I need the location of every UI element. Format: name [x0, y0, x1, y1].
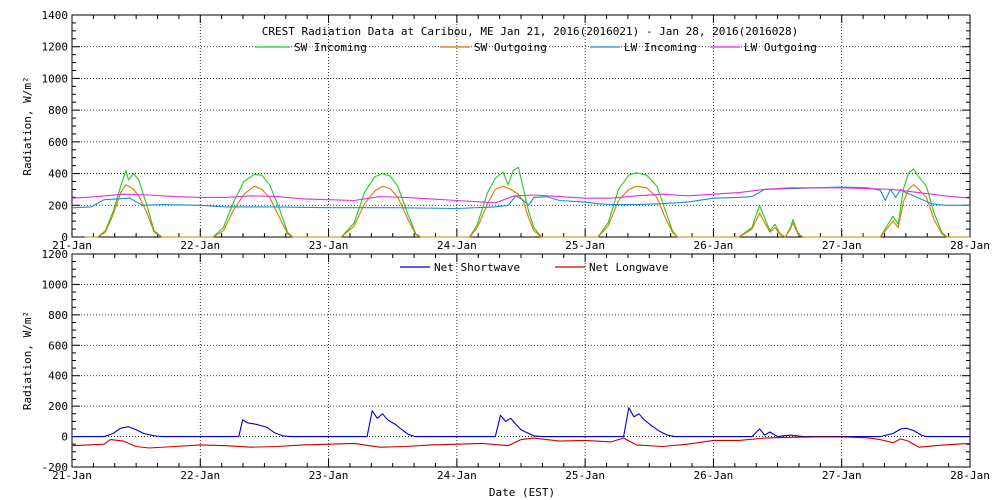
- x-tick-label: 23-Jan: [309, 239, 349, 252]
- y-tick-label: 0: [61, 231, 68, 244]
- x-tick-label: 23-Jan: [309, 469, 349, 482]
- x-tick-label: 22-Jan: [180, 239, 220, 252]
- y-tick-label: 400: [48, 168, 68, 181]
- legend-label: LW Incoming: [624, 41, 697, 54]
- x-axis-label: Date (EST): [489, 486, 555, 499]
- x-tick-label: 24-Jan: [437, 469, 477, 482]
- legend-label: Net Shortwave: [434, 261, 520, 274]
- x-tick-label: 28-Jan: [950, 239, 990, 252]
- x-tick-label: 28-Jan: [950, 469, 990, 482]
- legend-label: Net Longwave: [589, 261, 668, 274]
- series-line-sw-outgoing: [84, 184, 970, 238]
- y-tick-label: 0: [61, 431, 68, 444]
- x-tick-label: 24-Jan: [437, 239, 477, 252]
- series-line-lw-outgoing: [71, 187, 971, 204]
- plot-frame-2: [71, 253, 971, 468]
- x-tick-label: 27-Jan: [822, 239, 862, 252]
- y-tick-label: 600: [48, 339, 68, 352]
- legend-label: SW Incoming: [294, 41, 367, 54]
- x-tick-label: 25-Jan: [565, 469, 605, 482]
- y-tick-label: 1200: [42, 41, 69, 54]
- y-tick-label: 800: [48, 309, 68, 322]
- y-tick-label: -200: [42, 461, 69, 474]
- x-tick-label: 21-Jan: [52, 469, 92, 482]
- series-line-lw-incoming: [71, 186, 970, 210]
- y-tick-label: 1000: [42, 72, 69, 85]
- x-tick-label: 26-Jan: [694, 239, 734, 252]
- y-tick-label: 200: [48, 400, 68, 413]
- x-tick-label: 26-Jan: [694, 469, 734, 482]
- series-line-net-longwave: [71, 436, 971, 449]
- y-tick-label: 800: [48, 104, 68, 117]
- legend-label: SW Outgoing: [474, 41, 547, 54]
- y-tick-label: 600: [48, 136, 68, 149]
- x-tick-label: 22-Jan: [180, 469, 220, 482]
- x-tick-label: 21-Jan: [52, 239, 92, 252]
- x-tick-label: 25-Jan: [565, 239, 605, 252]
- y-tick-label: 1200: [42, 248, 69, 261]
- y-tick-label: 1400: [42, 9, 69, 22]
- y-tick-label: 1000: [42, 278, 69, 291]
- x-tick-label: 27-Jan: [822, 469, 862, 482]
- y-tick-label: 200: [48, 199, 68, 212]
- series-line-net-shortwave: [72, 407, 970, 438]
- y-tick-label: 400: [48, 370, 68, 383]
- series-line-sw-incoming: [84, 166, 970, 238]
- y-axis-label: Radiation, W/m²: [21, 311, 34, 410]
- legend-label: LW Outgoing: [744, 41, 817, 54]
- y-axis-label: Radiation, W/m²: [21, 76, 34, 175]
- chart-title: CREST Radiation Data at Caribou, ME Jan …: [262, 25, 798, 38]
